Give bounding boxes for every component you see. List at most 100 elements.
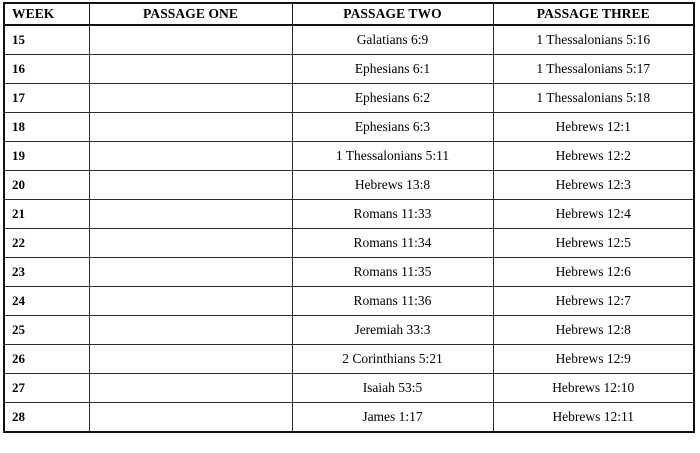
cell-week: 21	[3, 199, 90, 229]
cell-passage-two-text: Ephesians 6:2	[354, 90, 431, 105]
table-row: 17 Ephesians 6:2 1 Thessalonians 5:18	[3, 83, 695, 113]
cell-passage-three-text: Hebrews 12:9	[555, 351, 631, 366]
cell-passage-three-text: 1 Thessalonians 5:17	[536, 61, 651, 76]
column-header-passage-three: PASSAGE THREE	[492, 2, 695, 26]
cell-week-text: 15	[12, 32, 25, 47]
cell-week: 26	[3, 344, 90, 374]
cell-week-text: 21	[12, 206, 25, 221]
cell-passage-three: Hebrews 12:7	[492, 286, 695, 316]
table-row: 20 Hebrews 13:8 Hebrews 12:3	[3, 170, 695, 200]
table-row: 16 Ephesians 6:1 1 Thessalonians 5:17	[3, 54, 695, 84]
table-row: 21 Romans 11:33 Hebrews 12:4	[3, 199, 695, 229]
cell-passage-two-text: Isaiah 53:5	[362, 380, 423, 395]
cell-passage-one	[88, 257, 293, 287]
cell-passage-three: Hebrews 12:11	[492, 402, 695, 433]
cell-passage-one	[88, 286, 293, 316]
cell-passage-two-text: Ephesians 6:3	[354, 119, 431, 134]
cell-week-text: 17	[12, 90, 25, 105]
cell-passage-three: 1 Thessalonians 5:17	[492, 54, 695, 84]
cell-week: 23	[3, 257, 90, 287]
table-body: 15 Galatians 6:9 1 Thessalonians 5:16 16 Eph…	[3, 24, 695, 433]
cell-passage-three: 1 Thessalonians 5:16	[492, 24, 695, 55]
cell-passage-one	[88, 228, 293, 258]
cell-passage-three-text: 1 Thessalonians 5:18	[536, 90, 651, 105]
cell-passage-one	[88, 315, 293, 345]
cell-passage-two: Ephesians 6:2	[291, 83, 494, 113]
cell-passage-two: 2 Corinthians 5:21	[291, 344, 494, 374]
column-header-passage-two: PASSAGE TWO	[291, 2, 494, 26]
cell-passage-two: 1 Thessalonians 5:11	[291, 141, 494, 171]
column-header-week: WEEK	[3, 2, 90, 26]
cell-week-text: 27	[12, 380, 25, 395]
cell-passage-one	[88, 83, 293, 113]
cell-passage-one	[88, 373, 293, 403]
cell-passage-one	[88, 199, 293, 229]
table-row: 26 2 Corinthians 5:21 Hebrews 12:9	[3, 344, 695, 374]
cell-passage-three: Hebrews 12:8	[492, 315, 695, 345]
cell-passage-three-text: Hebrews 12:10	[552, 380, 635, 395]
table-row: 24 Romans 11:36 Hebrews 12:7	[3, 286, 695, 316]
cell-passage-two-text: Romans 11:35	[353, 264, 432, 279]
cell-passage-two: Romans 11:33	[291, 199, 494, 229]
cell-week: 18	[3, 112, 90, 142]
cell-week: 24	[3, 286, 90, 316]
table-row: 25 Jeremiah 33:3 Hebrews 12:8	[3, 315, 695, 345]
cell-passage-two: Romans 11:35	[291, 257, 494, 287]
cell-passage-two-text: Hebrews 13:8	[354, 177, 431, 192]
cell-passage-two: Ephesians 6:3	[291, 112, 494, 142]
cell-passage-two: Galatians 6:9	[291, 24, 494, 55]
cell-week-text: 16	[12, 61, 25, 76]
cell-week: 22	[3, 228, 90, 258]
cell-passage-two: Romans 11:36	[291, 286, 494, 316]
cell-passage-one	[88, 24, 293, 55]
cell-passage-two: Romans 11:34	[291, 228, 494, 258]
cell-week: 17	[3, 83, 90, 113]
cell-passage-two-text: 1 Thessalonians 5:11	[335, 148, 450, 163]
cell-passage-two-text: Ephesians 6:1	[354, 61, 431, 76]
cell-passage-three: Hebrews 12:3	[492, 170, 695, 200]
cell-passage-three: Hebrews 12:6	[492, 257, 695, 287]
cell-week-text: 28	[12, 409, 25, 424]
cell-week-text: 24	[12, 293, 25, 308]
cell-passage-three-text: Hebrews 12:7	[555, 293, 631, 308]
column-header-passage-one: PASSAGE ONE	[88, 2, 293, 26]
cell-passage-three-text: Hebrews 12:5	[555, 235, 631, 250]
cell-passage-one	[88, 402, 293, 433]
cell-passage-three-text: Hebrews 12:3	[555, 177, 631, 192]
table-row: 27 Isaiah 53:5 Hebrews 12:10	[3, 373, 695, 403]
cell-week: 19	[3, 141, 90, 171]
cell-passage-three-text: Hebrews 12:2	[555, 148, 631, 163]
cell-passage-two-text: Jeremiah 33:3	[354, 322, 431, 337]
table-header-row: WEEK PASSAGE ONE PASSAGE TWO PASSAGE THR…	[3, 2, 695, 26]
cell-passage-two: Ephesians 6:1	[291, 54, 494, 84]
passage-schedule-table: WEEK PASSAGE ONE PASSAGE TWO PASSAGE THR…	[3, 2, 695, 433]
cell-week: 25	[3, 315, 90, 345]
cell-passage-two: James 1:17	[291, 402, 494, 433]
cell-week-text: 22	[12, 235, 25, 250]
cell-passage-three-text: Hebrews 12:1	[555, 119, 631, 134]
cell-passage-three: 1 Thessalonians 5:18	[492, 83, 695, 113]
cell-week-text: 20	[12, 177, 25, 192]
cell-week: 15	[3, 24, 90, 55]
cell-week: 16	[3, 54, 90, 84]
cell-week: 27	[3, 373, 90, 403]
cell-passage-three: Hebrews 12:9	[492, 344, 695, 374]
cell-passage-two-text: Romans 11:34	[353, 235, 432, 250]
cell-passage-two: Hebrews 13:8	[291, 170, 494, 200]
cell-passage-three-text: 1 Thessalonians 5:16	[536, 32, 651, 47]
cell-passage-three: Hebrews 12:4	[492, 199, 695, 229]
cell-passage-one	[88, 344, 293, 374]
cell-week-text: 26	[12, 351, 25, 366]
cell-passage-one	[88, 54, 293, 84]
table-row: 28 James 1:17 Hebrews 12:11	[3, 402, 695, 433]
cell-passage-three: Hebrews 12:2	[492, 141, 695, 171]
cell-passage-three: Hebrews 12:5	[492, 228, 695, 258]
table-row: 19 1 Thessalonians 5:11 Hebrews 12:2	[3, 141, 695, 171]
cell-passage-two-text: Romans 11:33	[353, 206, 432, 221]
cell-passage-one	[88, 112, 293, 142]
cell-passage-two-text: Romans 11:36	[353, 293, 432, 308]
cell-week-text: 23	[12, 264, 25, 279]
cell-passage-three: Hebrews 12:10	[492, 373, 695, 403]
cell-passage-one	[88, 141, 293, 171]
